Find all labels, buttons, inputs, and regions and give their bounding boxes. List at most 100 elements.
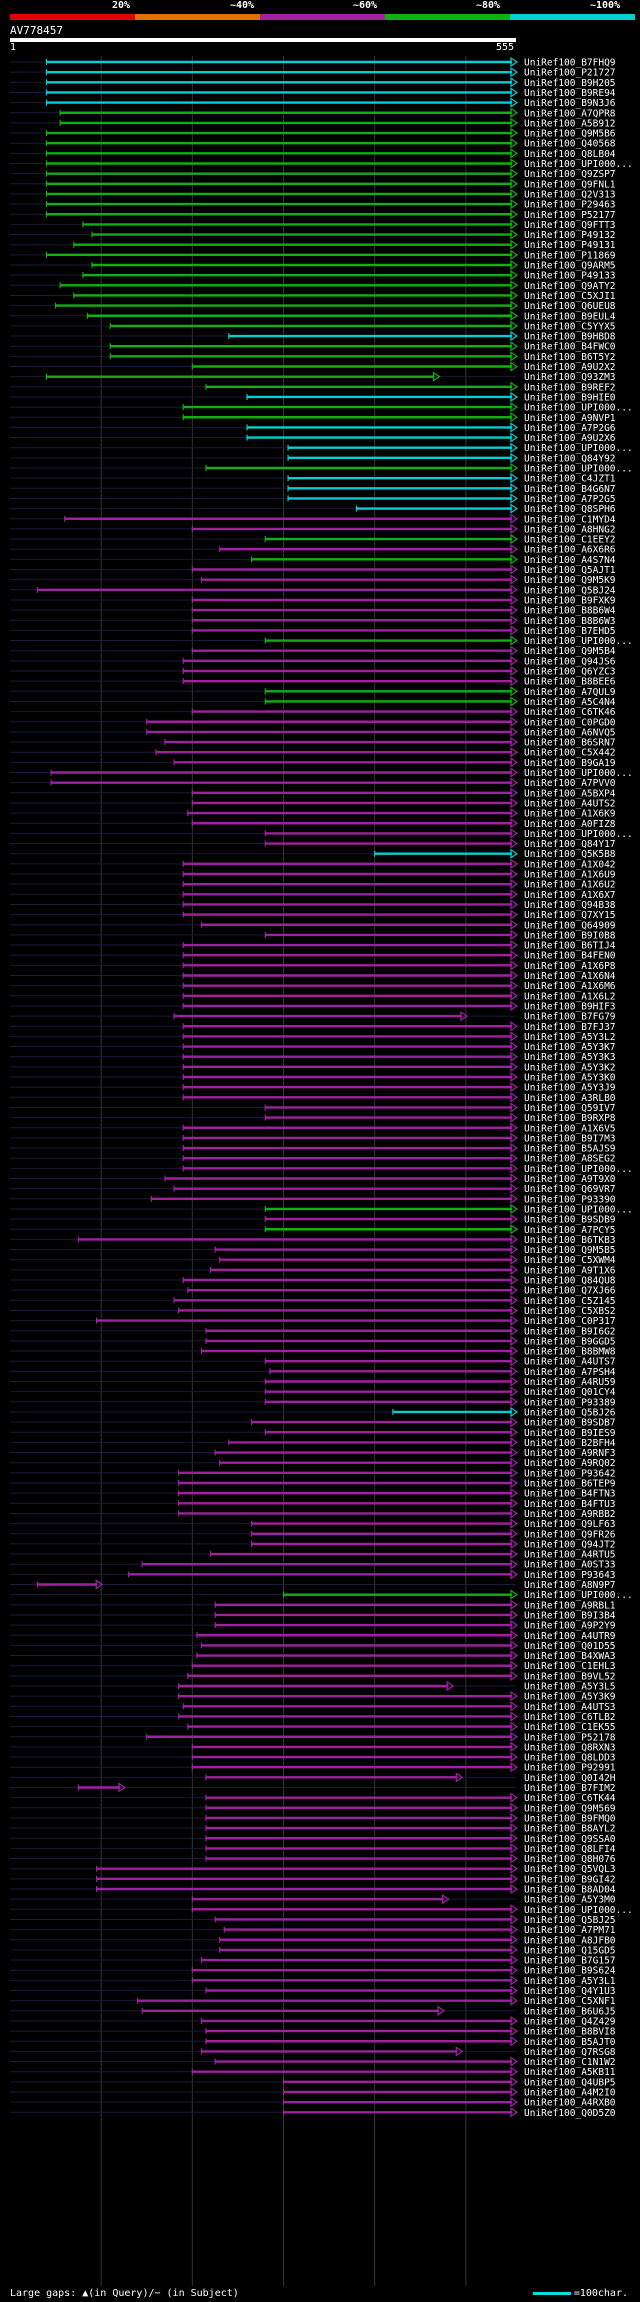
- hit-label[interactable]: UniRef100_A9RBL1: [524, 1600, 616, 1611]
- hit-label[interactable]: UniRef100_Q5BJ25: [524, 1915, 616, 1926]
- hit-label[interactable]: UniRef100_Q84QU8: [524, 1276, 616, 1287]
- hit-label[interactable]: UniRef100_A7P2G6: [524, 423, 616, 434]
- hit-label[interactable]: UniRef100_C0PGD0: [524, 717, 616, 728]
- hit-label[interactable]: UniRef100_Q9M5B6: [524, 129, 616, 140]
- hit-label[interactable]: UniRef100_B6SRN7: [524, 738, 616, 749]
- hit-label[interactable]: UniRef100_A8N9P7: [524, 1580, 616, 1591]
- hit-label[interactable]: UniRef100_Q8LFI4: [524, 1844, 616, 1855]
- hit-label[interactable]: UniRef100_A5KB11: [524, 2067, 616, 2078]
- hit-label[interactable]: UniRef100_B8BVI8: [524, 2027, 616, 2038]
- hit-label[interactable]: UniRef100_B9FMQ0: [524, 1813, 616, 1824]
- hit-label[interactable]: UniRef100_Q2V313: [524, 189, 616, 200]
- hit-label[interactable]: UniRef100_P49132: [524, 230, 616, 241]
- hit-label[interactable]: UniRef100_A9U2X2: [524, 362, 616, 373]
- hit-label[interactable]: UniRef100_UPI000...: [524, 636, 633, 647]
- hit-label[interactable]: UniRef100_B9GA19: [524, 758, 616, 769]
- hit-label[interactable]: UniRef100_Q01CY4: [524, 1387, 616, 1398]
- hit-label[interactable]: UniRef100_Q9FR26: [524, 1529, 616, 1540]
- hit-label[interactable]: UniRef100_B5AJT0: [524, 2037, 616, 2048]
- hit-label[interactable]: UniRef100_Q5AJT1: [524, 565, 616, 576]
- hit-label[interactable]: UniRef100_Q01D55: [524, 1641, 616, 1652]
- hit-label[interactable]: UniRef100_B4FEN0: [524, 951, 616, 962]
- hit-label[interactable]: UniRef100_B7G157: [524, 1956, 616, 1967]
- hit-label[interactable]: UniRef100_P93390: [524, 1194, 616, 1205]
- hit-label[interactable]: UniRef100_P92991: [524, 1763, 616, 1774]
- hit-label[interactable]: UniRef100_A5Y3K9: [524, 1692, 616, 1703]
- hit-label[interactable]: UniRef100_B7FJ37: [524, 1022, 616, 1033]
- hit-label[interactable]: UniRef100_C6TLB2: [524, 1712, 616, 1723]
- hit-label[interactable]: UniRef100_A5BXP4: [524, 788, 616, 799]
- hit-label[interactable]: UniRef100_A1X6M6: [524, 981, 616, 992]
- hit-label[interactable]: UniRef100_UPI000...: [524, 1590, 633, 1601]
- hit-label[interactable]: UniRef100_A4S7N4: [524, 555, 616, 566]
- hit-label[interactable]: UniRef100_UPI000...: [524, 159, 633, 170]
- hit-label[interactable]: UniRef100_A6NVQ5: [524, 727, 616, 738]
- hit-label[interactable]: UniRef100_B9HBD8: [524, 332, 616, 343]
- hit-label[interactable]: UniRef100_B9I7M3: [524, 1133, 616, 1144]
- hit-label[interactable]: UniRef100_C5XJI1: [524, 291, 616, 302]
- hit-label[interactable]: UniRef100_P11869: [524, 250, 616, 261]
- hit-label[interactable]: UniRef100_UPI000...: [524, 1164, 633, 1175]
- hit-label[interactable]: UniRef100_P93389: [524, 1397, 616, 1408]
- hit-label[interactable]: UniRef100_UPI000...: [524, 464, 633, 475]
- hit-label[interactable]: UniRef100_Q94B38: [524, 900, 616, 911]
- hit-label[interactable]: UniRef100_C0P317: [524, 1316, 616, 1327]
- hit-label[interactable]: UniRef100_C1N1W2: [524, 2057, 616, 2068]
- hit-label[interactable]: UniRef100_UPI000...: [524, 829, 633, 840]
- hit-label[interactable]: UniRef100_B4XWA3: [524, 1651, 616, 1662]
- hit-label[interactable]: UniRef100_Q5BJ24: [524, 585, 616, 596]
- hit-label[interactable]: UniRef100_B9REF2: [524, 382, 616, 393]
- hit-label[interactable]: UniRef100_B9IES9: [524, 1428, 616, 1439]
- hit-label[interactable]: UniRef100_B9FXK9: [524, 595, 616, 606]
- hit-label[interactable]: UniRef100_A4RTU5: [524, 1550, 616, 1561]
- hit-label[interactable]: UniRef100_B8B6W4: [524, 606, 616, 617]
- hit-label[interactable]: UniRef100_B9SDB7: [524, 1418, 616, 1429]
- hit-label[interactable]: UniRef100_Q4Z429: [524, 2016, 616, 2027]
- hit-label[interactable]: UniRef100_A7QUL9: [524, 687, 616, 698]
- hit-label[interactable]: UniRef100_B4FTU3: [524, 1499, 616, 1510]
- hit-label[interactable]: UniRef100_Q5VQL3: [524, 1864, 616, 1875]
- hit-label[interactable]: UniRef100_Q8RXN3: [524, 1742, 616, 1753]
- hit-label[interactable]: UniRef100_B9HIF3: [524, 1001, 616, 1012]
- hit-label[interactable]: UniRef100_A9T9X0: [524, 1174, 616, 1185]
- hit-label[interactable]: UniRef100_Q9SSA0: [524, 1834, 616, 1845]
- hit-label[interactable]: UniRef100_A6X6R6: [524, 545, 616, 556]
- hit-label[interactable]: UniRef100_B9N3J6: [524, 98, 616, 109]
- hit-label[interactable]: UniRef100_Q4UBP5: [524, 2077, 616, 2088]
- hit-label[interactable]: UniRef100_A1X6N4: [524, 971, 616, 982]
- hit-label[interactable]: UniRef100_B9EUL4: [524, 311, 616, 322]
- hit-label[interactable]: UniRef100_UPI000...: [524, 768, 633, 779]
- hit-label[interactable]: UniRef100_A5Y3L1: [524, 1976, 616, 1987]
- hit-label[interactable]: UniRef100_A1X6U9: [524, 870, 616, 881]
- hit-label[interactable]: UniRef100_Q15GD5: [524, 1945, 616, 1956]
- hit-label[interactable]: UniRef100_B9GI42: [524, 1874, 616, 1885]
- hit-label[interactable]: UniRef100_B6TKB3: [524, 1235, 616, 1246]
- hit-label[interactable]: UniRef100_Q9ARM5: [524, 261, 616, 272]
- hit-label[interactable]: UniRef100_P49133: [524, 271, 616, 282]
- hit-label[interactable]: UniRef100_C5X442: [524, 748, 616, 759]
- hit-label[interactable]: UniRef100_B6TIJ4: [524, 941, 616, 952]
- hit-label[interactable]: UniRef100_Q69VR7: [524, 1184, 616, 1195]
- hit-label[interactable]: UniRef100_A1X6L2: [524, 991, 616, 1002]
- hit-label[interactable]: UniRef100_A9RNF3: [524, 1448, 616, 1459]
- hit-label[interactable]: UniRef100_Q9M5B5: [524, 1245, 616, 1256]
- hit-label[interactable]: UniRef100_A7P2G5: [524, 494, 616, 505]
- hit-label[interactable]: UniRef100_Q84Y92: [524, 453, 616, 464]
- hit-label[interactable]: UniRef100_B7EHD5: [524, 626, 616, 637]
- hit-label[interactable]: UniRef100_B9VL52: [524, 1671, 616, 1682]
- hit-label[interactable]: UniRef100_Q4Y1U3: [524, 1986, 616, 1997]
- hit-label[interactable]: UniRef100_Q9ATY2: [524, 281, 616, 292]
- hit-label[interactable]: UniRef100_Q7XY15: [524, 910, 616, 921]
- hit-label[interactable]: UniRef100_A9NVP1: [524, 413, 616, 424]
- hit-label[interactable]: UniRef100_A7PVV0: [524, 778, 616, 789]
- hit-label[interactable]: UniRef100_C6TK46: [524, 707, 616, 718]
- hit-label[interactable]: UniRef100_B2BFH4: [524, 1438, 616, 1449]
- hit-label[interactable]: UniRef100_Q5K5B8: [524, 849, 616, 860]
- hit-label[interactable]: UniRef100_A4UTS7: [524, 1357, 616, 1368]
- hit-label[interactable]: UniRef100_Q6UEU8: [524, 301, 616, 312]
- hit-label[interactable]: UniRef100_Q8LDD3: [524, 1753, 616, 1764]
- hit-label[interactable]: UniRef100_B6T5Y2: [524, 352, 616, 363]
- hit-label[interactable]: UniRef100_Q9M569: [524, 1803, 616, 1814]
- hit-label[interactable]: UniRef100_C5XNF1: [524, 1996, 616, 2007]
- hit-label[interactable]: UniRef100_A1X6K9: [524, 809, 616, 820]
